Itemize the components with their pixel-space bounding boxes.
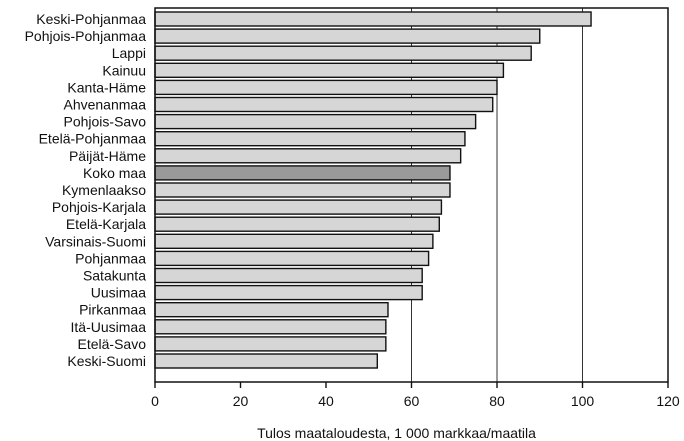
category-labels: Keski-PohjanmaaPohjois-PohjanmaaLappiKai… xyxy=(25,11,147,369)
x-tick-label: 120 xyxy=(656,393,680,409)
bars xyxy=(154,11,592,369)
bar-pohjois-savo xyxy=(154,113,477,130)
bar-keski-suomi xyxy=(154,353,379,369)
category-label: Ahvenanmaa xyxy=(63,97,146,113)
bar-pohjois-karjala xyxy=(154,199,443,215)
category-label: Keski-Pohjanmaa xyxy=(36,11,146,27)
x-axis-title: Tulos maataloudesta, 1 000 markkaa/maati… xyxy=(257,425,536,441)
x-axis-ticks: 0 20 40 60 80 100 120 xyxy=(151,382,680,409)
category-label: Kanta-Häme xyxy=(67,79,146,95)
category-label: Päijät-Häme xyxy=(69,148,146,164)
category-label: Pohjois-Savo xyxy=(64,114,147,130)
category-label: Etelä-Pohjanmaa xyxy=(39,131,147,147)
bar-itä-uusimaa xyxy=(154,319,387,335)
category-label: Etelä-Savo xyxy=(78,336,147,352)
x-tick-label: 20 xyxy=(233,393,249,409)
category-label: Uusimaa xyxy=(91,285,146,301)
bar-satakunta xyxy=(154,267,423,284)
bar-varsinais-suomi xyxy=(154,233,434,250)
category-label: Pohjois-Pohjanmaa xyxy=(25,28,147,44)
bar-lappi xyxy=(154,45,532,61)
bar-koko-maa xyxy=(154,165,451,181)
bar-päijät-häme xyxy=(154,148,462,164)
category-label: Varsinais-Suomi xyxy=(45,233,146,249)
category-label: Koko maa xyxy=(83,165,146,181)
category-label: Kainuu xyxy=(102,62,146,78)
bar-ahvenanmaa xyxy=(154,96,494,113)
bar-etelä-karjala xyxy=(154,216,440,232)
category-label: Lappi xyxy=(112,45,146,61)
bar-uusimaa xyxy=(154,284,423,301)
bar-kainuu xyxy=(154,62,505,78)
bar-pohjanmaa xyxy=(154,250,430,267)
bar-pirkanmaa xyxy=(154,302,389,318)
category-label: Pirkanmaa xyxy=(79,302,146,318)
x-tick-label: 100 xyxy=(571,393,595,409)
x-tick-label: 80 xyxy=(489,393,505,409)
bar-kanta-häme xyxy=(154,79,498,96)
bar-pohjois-pohjanmaa xyxy=(154,28,541,44)
category-label: Etelä-Karjala xyxy=(66,216,146,232)
category-label: Keski-Suomi xyxy=(67,353,146,369)
category-label: Itä-Uusimaa xyxy=(71,319,147,335)
category-label: Satakunta xyxy=(83,268,146,284)
x-tick-label: 60 xyxy=(404,393,420,409)
x-tick-label: 40 xyxy=(318,393,334,409)
category-label: Pohjois-Karjala xyxy=(52,199,146,215)
bar-etelä-pohjanmaa xyxy=(154,130,466,147)
category-label: Pohjanmaa xyxy=(75,250,146,266)
bar-keski-pohjanmaa xyxy=(154,11,592,27)
category-label: Kymenlaakso xyxy=(62,182,146,198)
bar-etelä-savo xyxy=(154,336,387,352)
bar-kymenlaakso xyxy=(154,182,451,198)
x-tick-label: 0 xyxy=(151,393,159,409)
